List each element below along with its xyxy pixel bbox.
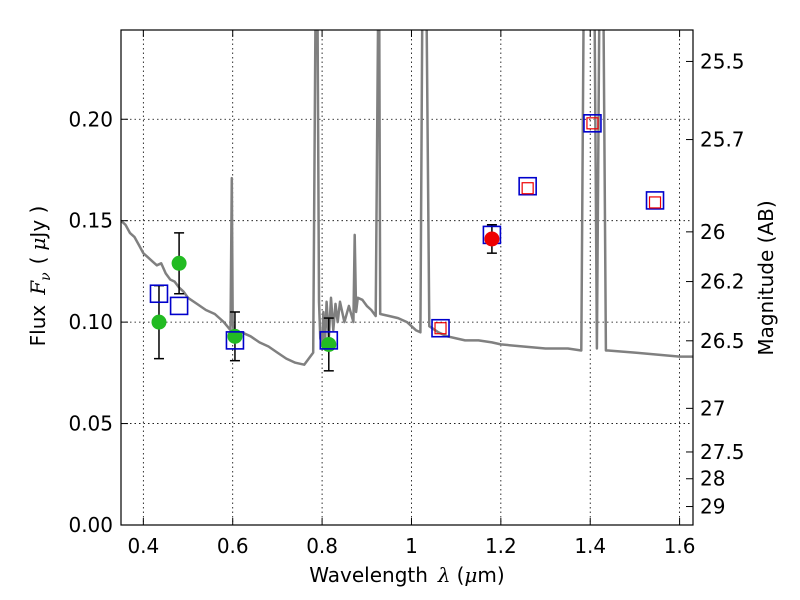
- x-tick-label: 0.4: [127, 534, 159, 558]
- model-photometry-blue-square: [319, 331, 339, 350]
- hst-observed-point: [151, 314, 167, 330]
- model-photometry-red-square: [586, 117, 599, 130]
- right-tick-label: 25.5: [700, 49, 745, 73]
- model-photometry-blue-square: [149, 284, 169, 304]
- y-tick-label: 0.15: [68, 209, 113, 233]
- y-tick-label: 0.20: [68, 107, 113, 131]
- x-tick-label: 1.2: [485, 534, 517, 558]
- model-photometry-blue-square: [225, 331, 245, 350]
- x-tick-label: 0.6: [217, 534, 249, 558]
- y-tick-label: 0.10: [68, 310, 113, 334]
- model-spectrum-line: [121, 30, 693, 366]
- hst-observed-point: [171, 255, 187, 271]
- y-tick-label: 0.00: [68, 513, 113, 537]
- right-tick-label: 28: [700, 467, 725, 491]
- plot-area: [121, 30, 693, 372]
- right-tick-label: 27: [700, 396, 725, 420]
- hst-observed-point: [227, 328, 243, 344]
- model-photometry-red-square: [521, 182, 534, 195]
- hst-observed-point: [321, 336, 337, 352]
- right-axis-label: Magnitude (AB): [754, 200, 778, 355]
- model-photometry-red-square: [648, 196, 662, 209]
- x-tick-label: 1.4: [574, 534, 606, 558]
- ir-observed-point: [484, 231, 500, 247]
- x-tick-label: 1.6: [664, 534, 696, 558]
- model-photometry-blue-square: [645, 191, 665, 210]
- right-tick-label: 26.5: [700, 329, 745, 353]
- model-photometry-blue-square: [583, 114, 602, 133]
- model-photometry-blue-square: [518, 176, 537, 196]
- model-photometry-blue-square: [169, 296, 189, 316]
- y-axis-label: FluxFν(μJy ): [26, 206, 54, 347]
- axis-ticks: 0.4 0.6 0.8 1 1.2 1.4 1.6 0.00 0.05 0.10 0.15 0.20 2…: [68, 30, 745, 558]
- right-tick-label: 25.7: [700, 128, 745, 152]
- x-axis-label: Wavelength λ (μm): [309, 563, 504, 587]
- right-tick-label: 26: [700, 220, 725, 244]
- x-tick-label: 0.8: [306, 534, 338, 558]
- right-tick-label: 29: [700, 495, 725, 519]
- right-tick-label: 26.2: [700, 270, 745, 294]
- model-photometry-red-square: [434, 322, 447, 335]
- y-tick-label: 0.05: [68, 412, 113, 436]
- right-tick-label: 27.5: [700, 440, 745, 464]
- x-tick-label: 1: [405, 534, 418, 558]
- plot-frame: [120, 29, 694, 526]
- model-photometry-blue-square: [431, 318, 450, 338]
